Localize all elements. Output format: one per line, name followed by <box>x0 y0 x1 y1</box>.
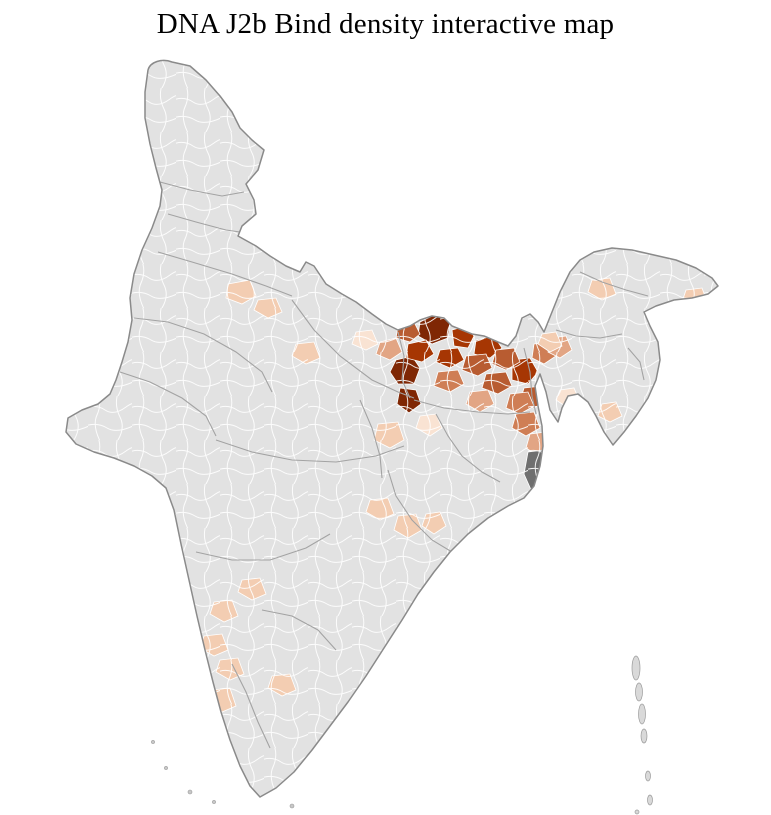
island[interactable] <box>647 794 653 806</box>
island[interactable] <box>635 682 643 702</box>
islet <box>151 740 155 744</box>
island[interactable] <box>640 728 648 744</box>
islet <box>187 789 193 795</box>
district[interactable] <box>571 415 601 439</box>
lakshadweep-islets <box>151 740 295 809</box>
island[interactable] <box>631 655 641 681</box>
island[interactable] <box>645 770 651 782</box>
islet <box>164 766 168 770</box>
island[interactable] <box>634 809 640 815</box>
state-boundaries <box>119 181 649 749</box>
country-outline <box>65 59 719 798</box>
district-boundaries-mesh <box>66 60 718 797</box>
andaman-islands[interactable] <box>631 655 653 815</box>
islet <box>289 803 295 809</box>
map-title: DNA J2b Bind density interactive map <box>156 8 615 40</box>
island[interactable] <box>638 703 646 725</box>
islet <box>212 800 216 804</box>
